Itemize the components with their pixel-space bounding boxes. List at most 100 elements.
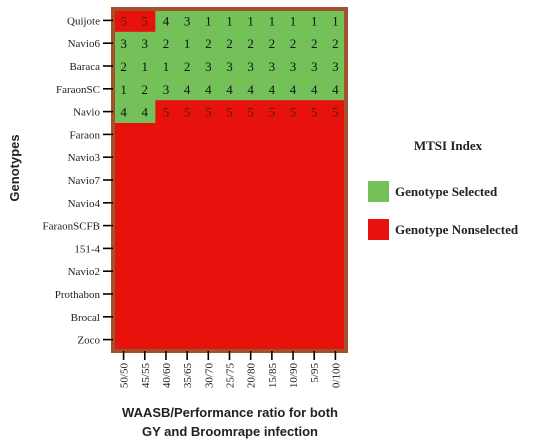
- legend-label-selected: Genotype Selected: [395, 184, 498, 199]
- heatmap-cell: [303, 168, 326, 192]
- heatmap-cell: [176, 9, 199, 33]
- heatmap-cell: [324, 100, 347, 124]
- heatmap-cell: [134, 259, 156, 284]
- y-tick-label: Zoco: [77, 335, 100, 347]
- cell-value: 4: [269, 82, 276, 97]
- heatmap-cell: [197, 214, 220, 238]
- heatmap-cell: [155, 328, 178, 352]
- heatmap-cell: [218, 100, 241, 124]
- x-axis-title-line2: GY and Broomrape infection: [142, 424, 318, 439]
- y-tick-label: Navio2: [68, 266, 100, 278]
- heatmap-cell: [176, 191, 199, 215]
- heatmap-cell: [134, 54, 156, 78]
- heatmap-cell: [282, 282, 305, 306]
- cell-value: 4: [184, 82, 191, 97]
- heatmap-cell: [197, 168, 220, 192]
- y-axis-title: Genotypes: [7, 134, 22, 201]
- heatmap-cell: [197, 31, 220, 56]
- heatmap-cell: [261, 31, 283, 56]
- cell-value: 4: [163, 13, 170, 28]
- heatmap-cell: [303, 305, 326, 329]
- cell-value: 1: [184, 36, 191, 51]
- heatmap-cell: [176, 100, 199, 124]
- heatmap-cell: [155, 282, 178, 306]
- cell-value: 3: [184, 13, 191, 28]
- y-tick-label: Quijote: [67, 15, 100, 27]
- heatmap-cell: [113, 237, 135, 261]
- heatmap-cell: [155, 168, 178, 192]
- heatmap-cell: [324, 9, 347, 33]
- heatmap-cell: [134, 305, 156, 329]
- heatmap-cell: [197, 100, 220, 124]
- legend-swatch-nonselected: [368, 219, 389, 240]
- heatmap-cell: [197, 237, 220, 261]
- heatmap-cell: [134, 328, 156, 352]
- x-tick-label: 40/60: [161, 363, 173, 389]
- heatmap-cell: [134, 237, 156, 261]
- heatmap-cell: [218, 168, 241, 192]
- heatmap-cell: [218, 282, 241, 306]
- heatmap-cell: [113, 305, 135, 329]
- cell-value: 5: [226, 105, 233, 120]
- heatmap-cell: [197, 259, 220, 284]
- heatmap-cell: [176, 237, 199, 261]
- heatmap-cell: [303, 328, 326, 352]
- x-tick-label: 45/55: [140, 363, 152, 389]
- heatmap-cell: [303, 214, 326, 238]
- heatmap-cell: [155, 54, 178, 78]
- cell-value: 3: [120, 36, 127, 51]
- x-tick-label: 25/75: [225, 363, 237, 389]
- heatmap-cell: [218, 9, 241, 33]
- heatmap-cell: [113, 77, 135, 101]
- heatmap-cell: [324, 54, 347, 78]
- cell-value: 4: [332, 82, 339, 97]
- y-tick-label: Navio4: [68, 198, 101, 210]
- heatmap-cell: [197, 328, 220, 352]
- heatmap-cell: [176, 328, 199, 352]
- cell-value: 1: [311, 13, 318, 28]
- legend-title: MTSI Index: [414, 138, 483, 153]
- heatmap-cell: [134, 191, 156, 215]
- heatmap-cell: [113, 259, 135, 284]
- cell-value: 2: [120, 59, 127, 74]
- heatmap-cell: [218, 191, 241, 215]
- cell-value: 3: [311, 59, 318, 74]
- cell-value: 5: [120, 13, 127, 28]
- heatmap-cell: [261, 191, 283, 215]
- heatmap-cell: [134, 100, 156, 124]
- cell-value: 5: [184, 105, 191, 120]
- heatmap-cell: [155, 9, 178, 33]
- cell-value: 1: [269, 13, 276, 28]
- heatmap-cell: [240, 77, 262, 101]
- heatmap-cell: [282, 191, 305, 215]
- cell-value: 3: [332, 59, 339, 74]
- cell-value: 2: [290, 36, 297, 51]
- heatmap-cell: [261, 282, 283, 306]
- heatmap-cell: [261, 100, 283, 124]
- heatmap-cell: [240, 328, 262, 352]
- cell-value: 4: [290, 82, 297, 97]
- heatmap-cell: [218, 31, 241, 56]
- heatmap-cell: [176, 31, 199, 56]
- heatmap-cell: [261, 9, 283, 33]
- heatmap-cell: [282, 305, 305, 329]
- cell-value: 4: [142, 105, 149, 120]
- heatmap-cell: [261, 54, 283, 78]
- cell-value: 5: [332, 105, 339, 120]
- heatmap-cell: [240, 54, 262, 78]
- heatmap-cell: [134, 168, 156, 192]
- cell-value: 5: [311, 105, 318, 120]
- heatmap-cell: [324, 77, 347, 101]
- heatmap-cell: [324, 237, 347, 261]
- heatmap-cell: [176, 214, 199, 238]
- cell-value: 5: [269, 105, 276, 120]
- cell-value: 2: [332, 36, 339, 51]
- cell-value: 1: [205, 13, 212, 28]
- heatmap-cell: [218, 54, 241, 78]
- heatmap-cell: [134, 282, 156, 306]
- cell-value: 2: [247, 36, 254, 51]
- heatmap-cell: [134, 9, 156, 33]
- x-axis-title-line1: WAASB/Performance ratio for both: [122, 405, 338, 420]
- heatmap-cell: [324, 31, 347, 56]
- heatmap-cell: [113, 168, 135, 192]
